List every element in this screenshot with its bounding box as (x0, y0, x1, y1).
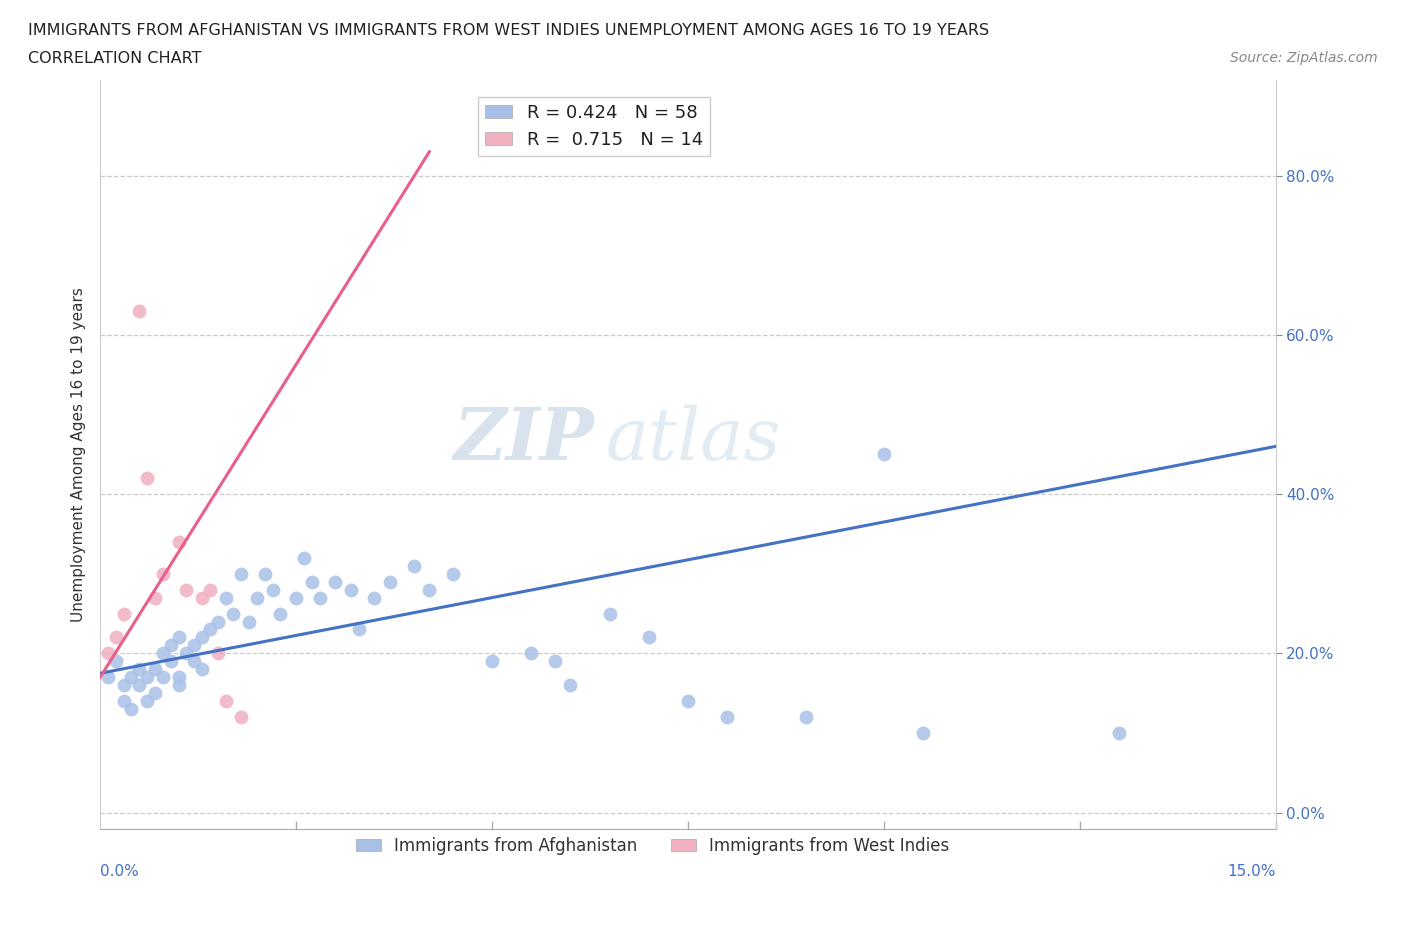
Point (112, 678, 135, 693)
Point (214, 694, 236, 709)
Point (363, 591, 385, 605)
Text: ZIP: ZIP (453, 404, 593, 475)
Y-axis label: Unemployment Among Ages 16 to 19 years: Unemployment Among Ages 16 to 19 years (72, 286, 86, 622)
Point (159, 654, 181, 669)
Point (143, 685, 166, 700)
Point (121, 670, 143, 684)
Point (121, 701, 143, 716)
Point (560, 678, 582, 693)
Point (191, 630, 214, 644)
Point (143, 662, 166, 677)
Point (104, 630, 127, 644)
Point (136, 694, 159, 709)
Point (340, 582, 363, 597)
Point (292, 551, 315, 565)
Point (112, 694, 135, 709)
Point (104, 654, 127, 669)
Point (253, 566, 276, 581)
Point (143, 591, 166, 605)
Point (378, 574, 401, 589)
Point (323, 574, 346, 589)
Point (481, 654, 503, 669)
Point (716, 710, 738, 724)
Legend: Immigrants from Afghanistan, Immigrants from West Indies: Immigrants from Afghanistan, Immigrants … (349, 830, 956, 861)
Text: Source: ZipAtlas.com: Source: ZipAtlas.com (1230, 51, 1378, 65)
Point (183, 638, 205, 653)
Point (191, 591, 214, 605)
Point (676, 694, 699, 709)
Point (794, 710, 817, 724)
Point (418, 582, 440, 597)
Point (1108, 725, 1130, 740)
Point (231, 710, 253, 724)
Text: CORRELATION CHART: CORRELATION CHART (28, 51, 201, 66)
Point (136, 670, 159, 684)
Point (152, 566, 174, 581)
Point (128, 678, 150, 693)
Point (198, 582, 221, 597)
Point (167, 630, 190, 644)
Point (238, 614, 260, 629)
Point (159, 638, 181, 653)
Point (308, 591, 330, 605)
Point (136, 471, 159, 485)
Point (128, 303, 150, 318)
Point (912, 725, 935, 740)
Point (441, 566, 464, 581)
Point (97, 646, 120, 661)
Point (402, 558, 425, 573)
Point (191, 662, 214, 677)
Point (214, 591, 236, 605)
Point (198, 622, 221, 637)
Point (176, 646, 198, 661)
Point (301, 574, 323, 589)
Point (176, 582, 198, 597)
Point (285, 591, 308, 605)
Point (347, 622, 370, 637)
Point (167, 678, 190, 693)
Point (262, 582, 284, 597)
Point (269, 606, 291, 621)
Point (222, 606, 245, 621)
Point (152, 646, 174, 661)
Point (544, 654, 567, 669)
Text: 15.0%: 15.0% (1227, 864, 1275, 880)
Text: IMMIGRANTS FROM AFGHANISTAN VS IMMIGRANTS FROM WEST INDIES UNEMPLOYMENT AMONG AG: IMMIGRANTS FROM AFGHANISTAN VS IMMIGRANT… (28, 23, 990, 38)
Text: 0.0%: 0.0% (100, 864, 139, 880)
Point (520, 646, 543, 661)
Point (207, 614, 229, 629)
Point (112, 606, 135, 621)
Point (152, 670, 174, 684)
Point (246, 591, 269, 605)
Point (637, 630, 659, 644)
Point (183, 654, 205, 669)
Point (599, 606, 621, 621)
Point (97, 670, 120, 684)
Point (167, 670, 190, 684)
Point (231, 566, 253, 581)
Point (873, 447, 896, 462)
Point (167, 535, 190, 550)
Point (207, 646, 229, 661)
Point (128, 662, 150, 677)
Text: atlas: atlas (606, 404, 782, 474)
